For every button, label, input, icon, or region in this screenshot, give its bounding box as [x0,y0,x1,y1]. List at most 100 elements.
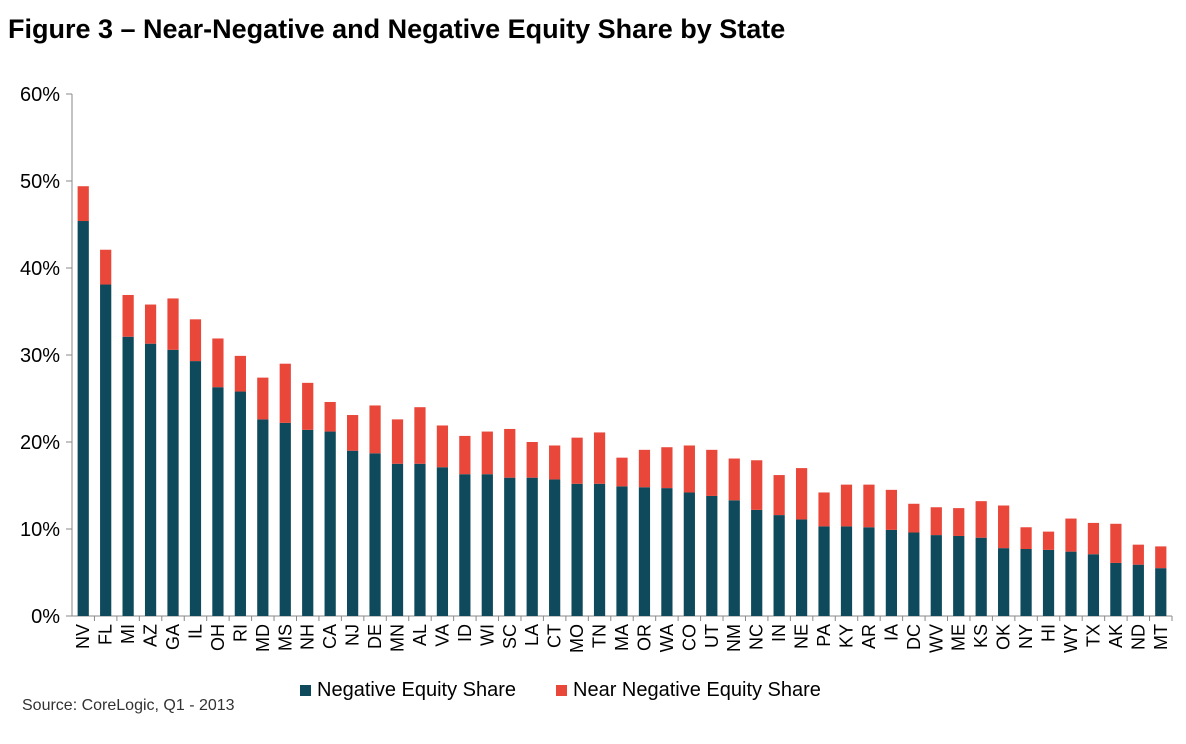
legend-label-near-negative: Near Negative Equity Share [573,679,821,701]
bar-near-negative-nd [1132,544,1144,565]
x-tick-label: IN [769,624,789,642]
x-tick-label: TX [1083,624,1103,647]
bar-negative-co [683,492,695,616]
bar-near-negative-tx [1087,522,1100,555]
bar-near-negative-az [144,304,157,344]
bar-near-negative-tn [593,432,606,484]
bar-negative-nd [1132,564,1144,616]
chart-legend: Negative Equity Share Near Negative Equi… [300,679,861,702]
legend-label-negative: Negative Equity Share [317,679,517,701]
bar-negative-md [257,419,269,616]
x-tick-label: NH [298,624,318,650]
bar-negative-ar [863,527,875,616]
y-tick-label: 20% [20,432,60,454]
x-tick-label: AK [1106,624,1126,648]
bar-negative-nh [302,429,314,616]
x-tick-label: AL [410,624,430,646]
x-tick-label: KY [836,624,856,648]
bar-near-negative-nh [302,382,314,430]
bar-negative-va [436,467,449,616]
bar-near-negative-ks [975,501,987,538]
bar-near-negative-ne [795,468,808,520]
bar-negative-wv [930,535,942,616]
bar-near-negative-me [953,508,965,536]
bar-near-negative-wy [1065,518,1077,552]
bar-negative-hi [1042,549,1055,616]
bar-near-negative-ia [885,489,897,530]
source-note: Source: CoreLogic, Q1 - 2013 [22,697,235,714]
x-tick-label: NC [747,624,767,650]
bar-near-negative-mn [391,419,404,464]
x-tick-label: ND [1128,624,1148,650]
x-tick-label: WV [926,624,946,653]
bar-near-negative-ny [1020,527,1032,550]
x-tick-label: CA [320,624,340,649]
bar-negative-mi [122,336,134,616]
bar-negative-id [459,474,471,616]
bar-negative-dc [908,532,920,616]
bar-negative-il [189,361,202,616]
x-tick-label: SC [500,624,520,649]
x-tick-label: PA [814,624,834,647]
bar-near-negative-pa [818,492,830,527]
bar-negative-ga [167,349,179,616]
bar-negative-wi [481,474,493,616]
bar-near-negative-ma [616,457,628,487]
x-tick-label: IL [185,624,205,639]
x-tick-label: FL [96,624,116,645]
bar-negative-az [144,343,157,616]
y-tick-label: 60% [20,84,60,106]
bar-negative-tx [1087,554,1100,616]
bar-near-negative-mi [122,294,134,337]
bar-near-negative-fl [100,249,112,285]
x-tick-label: VA [432,624,452,647]
x-tick-label: UT [702,624,722,648]
bar-negative-ms [279,422,291,616]
x-tick-label: MD [253,624,273,652]
bar-near-negative-ak [1110,523,1122,563]
y-tick-label: 30% [20,345,60,367]
x-tick-label: MA [612,624,632,651]
bar-near-negative-ms [279,363,291,423]
bar-negative-or [638,487,651,616]
bar-near-negative-ar [863,484,875,528]
bar-negative-ok [998,548,1010,616]
x-tick-label: WI [477,624,497,646]
bar-near-negative-ri [234,355,246,392]
x-tick-label: WY [1061,624,1081,653]
x-tick-label: AZ [141,624,161,647]
x-tick-label: ID [455,624,475,642]
x-tick-label: HI [1039,624,1059,642]
x-tick-label: IA [881,624,901,641]
bar-negative-ma [616,486,628,616]
bar-negative-ne [795,519,808,616]
x-tick-label: LA [522,624,542,646]
legend-swatch-near-negative [556,685,568,696]
bar-near-negative-mo [571,437,583,484]
bar-near-negative-oh [212,338,224,388]
bar-negative-nm [728,500,740,616]
legend-item-negative: Negative Equity Share [300,679,516,702]
bar-negative-mn [391,463,404,616]
x-tick-label: MS [275,624,295,651]
bar-negative-ak [1110,562,1122,616]
bar-negative-mt [1155,568,1167,616]
bar-negative-wy [1065,551,1077,616]
bar-near-negative-ok [998,505,1010,549]
bar-negative-de [369,453,381,616]
y-tick-label: 50% [20,171,60,193]
bar-near-negative-co [683,445,695,493]
bar-negative-ny [1020,549,1032,616]
bar-negative-nc [751,509,763,616]
bar-negative-pa [818,526,830,616]
bar-near-negative-al [414,407,426,464]
x-tick-label: GA [163,624,183,650]
bar-near-negative-sc [504,428,516,478]
x-tick-label: KS [971,624,991,648]
legend-swatch-negative [300,685,311,696]
bar-near-negative-de [369,405,381,454]
bar-near-negative-nj [347,415,359,451]
bar-near-negative-ca [324,401,336,432]
bar-negative-fl [100,284,112,616]
bar-negative-ks [975,537,987,616]
